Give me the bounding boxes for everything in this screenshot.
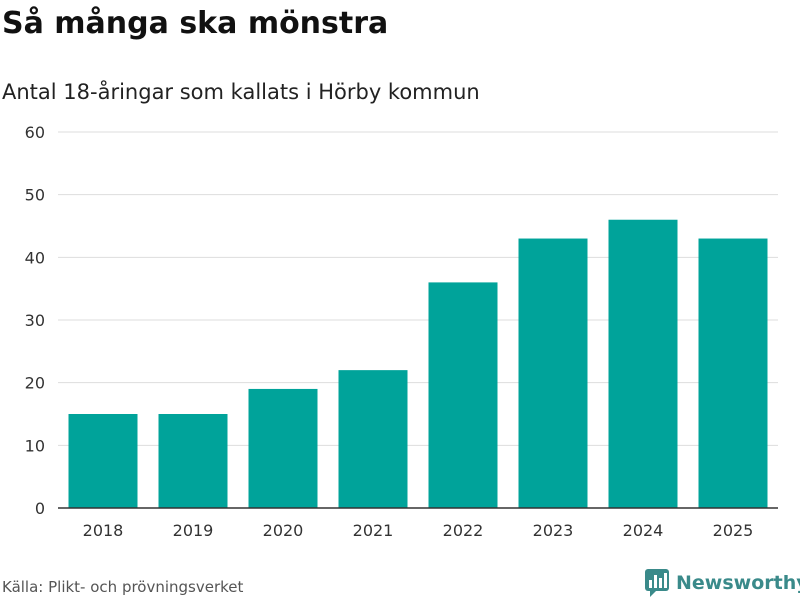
x-tick-label: 2025 [713,521,754,540]
chart-title: Så många ska mönstra [2,6,389,41]
y-tick-label: 50 [25,186,45,205]
y-tick-label: 10 [25,436,45,455]
x-tick-label: 2023 [533,521,574,540]
x-tick-label: 2019 [173,521,214,540]
bar [248,388,318,508]
x-tick-label: 2020 [263,521,304,540]
source-note: Källa: Plikt- och prövningsverket [2,578,244,596]
bar [698,238,768,509]
x-tick-label: 2018 [83,521,124,540]
bar [428,282,498,508]
x-tick-label: 2024 [623,521,664,540]
chart-subtitle: Antal 18-åringar som kallats i Hörby kom… [2,80,480,104]
x-tick-label: 2021 [353,521,394,540]
bar [608,219,678,508]
x-tick-label: 2022 [443,521,484,540]
y-tick-label: 20 [25,374,45,393]
bar [338,370,408,508]
bar [518,238,588,509]
bar [68,414,138,508]
y-tick-label: 0 [35,499,45,518]
bar [158,414,228,508]
brand-logo[interactable]: Newsworthy [644,568,800,598]
y-tick-label: 40 [25,248,45,267]
newsworthy-logo-icon [645,569,669,597]
y-tick-label: 60 [25,123,45,142]
y-tick-label: 30 [25,311,45,330]
brand-name: Newsworthy [676,572,800,594]
